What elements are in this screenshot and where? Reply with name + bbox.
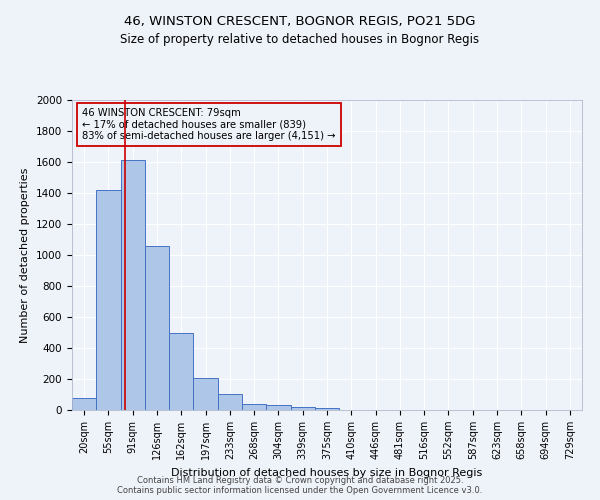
Bar xyxy=(266,406,290,410)
Bar xyxy=(218,394,242,410)
Bar xyxy=(121,160,145,410)
X-axis label: Distribution of detached houses by size in Bognor Regis: Distribution of detached houses by size … xyxy=(172,468,482,477)
Text: 46 WINSTON CRESCENT: 79sqm
← 17% of detached houses are smaller (839)
83% of sem: 46 WINSTON CRESCENT: 79sqm ← 17% of deta… xyxy=(82,108,336,141)
Text: 46, WINSTON CRESCENT, BOGNOR REGIS, PO21 5DG: 46, WINSTON CRESCENT, BOGNOR REGIS, PO21… xyxy=(124,15,476,28)
Bar xyxy=(242,404,266,410)
Text: Size of property relative to detached houses in Bognor Regis: Size of property relative to detached ho… xyxy=(121,32,479,46)
Y-axis label: Number of detached properties: Number of detached properties xyxy=(20,168,31,342)
Bar xyxy=(169,332,193,410)
Text: Contains HM Land Registry data © Crown copyright and database right 2025.
Contai: Contains HM Land Registry data © Crown c… xyxy=(118,476,482,495)
Bar xyxy=(96,190,121,410)
Bar xyxy=(193,378,218,410)
Bar xyxy=(315,408,339,410)
Bar xyxy=(72,398,96,410)
Bar xyxy=(290,407,315,410)
Bar xyxy=(145,246,169,410)
